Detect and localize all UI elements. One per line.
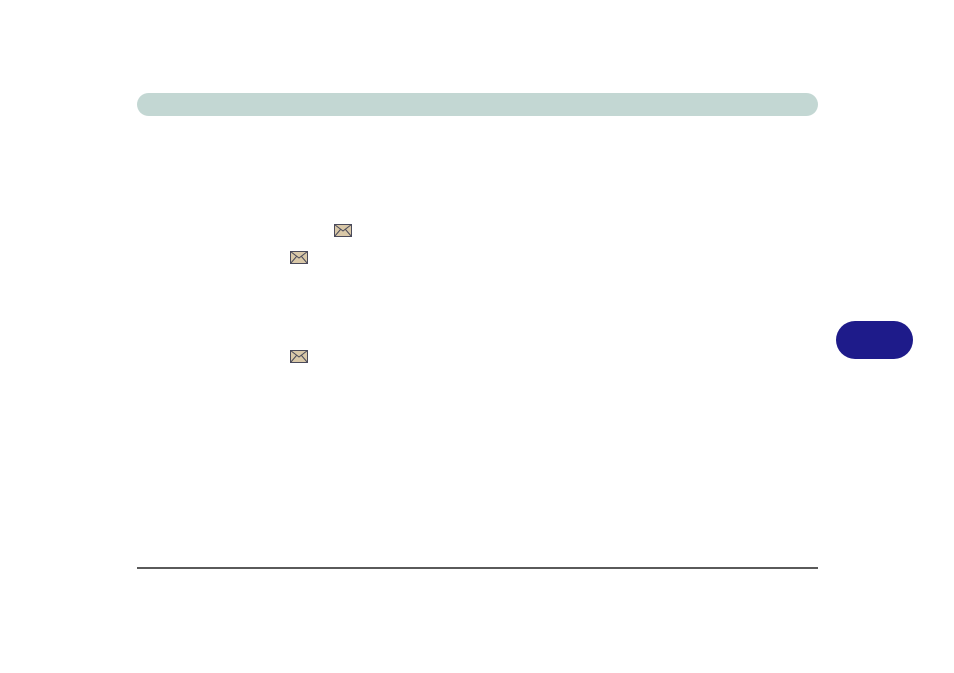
footer-divider: [137, 567, 818, 569]
main-content: [137, 93, 818, 377]
header-bar: [137, 93, 818, 116]
mail-icon: [334, 224, 352, 237]
mail-icon: [290, 350, 308, 363]
mail-entry: [137, 224, 818, 237]
mail-entry: [137, 350, 818, 363]
mail-icon: [290, 251, 308, 264]
action-button[interactable]: [836, 321, 913, 359]
mail-entries: [137, 224, 818, 363]
mail-entry: [137, 251, 818, 264]
